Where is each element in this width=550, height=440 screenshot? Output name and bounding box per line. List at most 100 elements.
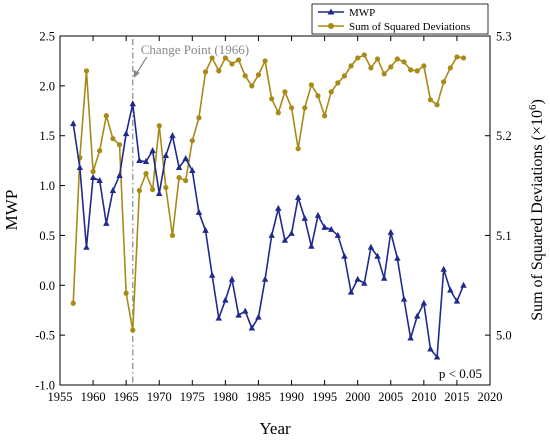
ssd-point [123,290,129,296]
x-tick-label: 1980 [213,390,238,404]
mwp-point [334,231,342,238]
mwp-point [175,164,183,171]
x-tick-label: 1995 [312,390,337,404]
ssd-point [116,142,123,148]
ssd-point [460,55,467,61]
mwp-point [136,157,143,164]
ssd-point [414,68,420,74]
y-axis-left: -1.0 -0.5 0.0 0.5 1.0 1.5 2.0 2.5 [35,30,65,393]
ssd-point [163,184,169,191]
mwp-point [248,324,256,331]
mwp-point [142,158,150,165]
mwp-point [195,208,203,215]
mwp-point [387,228,394,235]
ssd-point [83,68,90,74]
plot-frame [59,35,491,386]
ssd-point [341,73,348,79]
mwp-point [235,311,242,318]
mwp-point [374,252,381,259]
ssd-point [374,56,381,62]
mwp-point [169,132,176,139]
mwp-point [83,243,90,250]
mwp-point [268,231,275,238]
mwp-point [116,172,123,178]
mwp-point [420,299,428,306]
ssd-point [408,67,414,73]
x-tick-label: 1975 [180,390,205,404]
ssd-point [97,148,103,154]
legend: MWP Sum of Squared Deviations [311,3,489,35]
series-sum-of-squared-deviations [70,52,467,333]
ssd-point [169,232,176,239]
mwp-point [228,275,236,282]
significance-label: p < 0.05 [439,366,482,381]
mwp-point [182,155,189,162]
y-left-tick-label: 2.5 [39,30,55,44]
x-tick-label: 1990 [279,390,304,404]
ssd-point [249,83,255,89]
legend-box [311,3,489,35]
x-tick-label: 2010 [411,390,436,404]
mwp-point [129,100,136,107]
mwp-point [70,120,77,127]
mwp-point [208,271,216,278]
x-tick-label: 2015 [444,390,469,404]
ssd-point [381,71,387,77]
ssd-point [110,136,116,142]
y-axis-label-right: Sum of Squared Deviations (×106) [527,99,546,321]
y-left-tick-label: 1.0 [39,179,55,193]
change-point-label: Change Point (1966) [141,42,249,57]
mwp-point [261,275,269,282]
x-tick-label: 2020 [478,390,503,404]
ssd-point [394,56,400,62]
ssd-point [130,327,136,333]
mwp-point [414,312,421,319]
mwp-point [407,334,414,341]
ssd-point [222,55,228,61]
y-left-tick-label: 0.5 [39,229,55,243]
ssd-point [315,93,321,99]
ssd-point [282,89,288,95]
mwp-point [433,353,441,360]
mwp-point [122,130,130,137]
mwp-point [109,186,117,193]
ssd-point [388,64,394,70]
mwp-point [427,345,434,352]
ssd-point [103,113,109,119]
mwp-point [314,211,322,218]
mwp-point [103,219,110,226]
mwp-point [460,281,467,288]
mwp-point [361,279,368,286]
legend-label-mwp: MWP [349,7,375,19]
y-axis-label-left: MWP [2,190,21,231]
y-left-tick-label: -0.5 [35,329,55,343]
ssd-point [275,110,281,116]
mwp-point [255,313,262,320]
ssd-line [72,54,464,331]
x-tick-label: 2000 [345,390,370,404]
ssd-point [189,138,195,144]
ssd-point [295,146,301,152]
legend-marker-ssd [328,23,334,29]
ssd-point [328,89,334,95]
mwp-point [328,225,335,232]
ssd-point [176,174,182,181]
ssd-point [441,79,447,85]
x-tick-label: 1985 [246,390,271,404]
y-left-tick-label: -1.0 [35,379,55,393]
change-point-arrow [136,56,148,74]
mwp-point [321,223,328,230]
ssd-point [209,55,215,61]
mwp-point [440,265,447,272]
y-right-tick-label: 5.2 [496,129,512,143]
mwp-point [400,295,408,302]
y-right-tick-label: 5.0 [496,329,512,343]
mwp-point [308,242,315,249]
ssd-point [308,82,314,88]
ssd-point [70,300,76,306]
x-tick-label: 1960 [81,390,106,404]
ssd-point [434,102,440,108]
ssd-point [454,54,460,60]
mwp-point [202,226,209,233]
ssd-point [427,97,434,103]
